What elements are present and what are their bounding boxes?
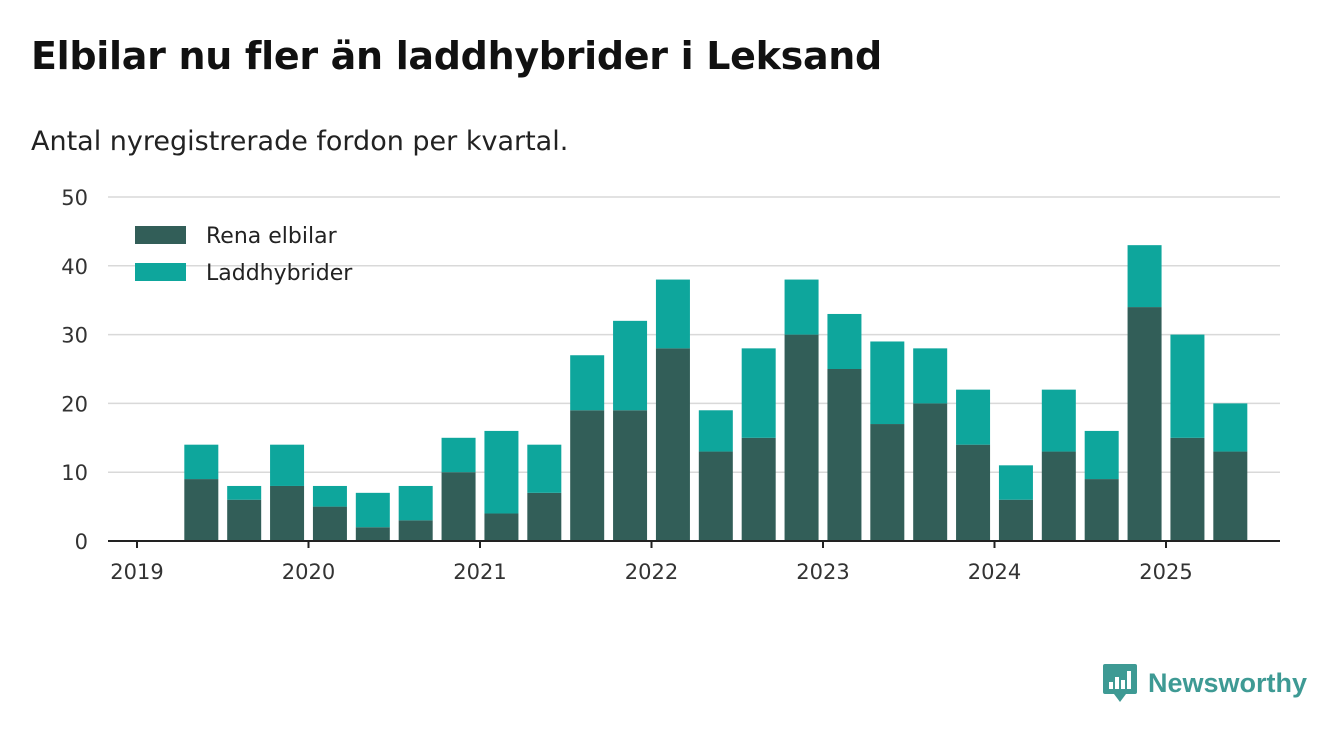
bar-laddhybrider	[1170, 334, 1205, 438]
bar-rena-elbilar	[698, 451, 733, 541]
legend-label: Laddhybrider	[206, 261, 353, 286]
x-tick-label: 2019	[110, 560, 163, 584]
bar-rena-elbilar	[398, 520, 433, 541]
bar-laddhybrider	[398, 485, 433, 521]
brand-name: Newsworthy	[1148, 667, 1308, 698]
bar-laddhybrider	[441, 437, 476, 473]
legend-swatch	[135, 263, 186, 281]
bar-laddhybrider	[784, 279, 819, 335]
bar-rena-elbilar	[913, 403, 948, 541]
bar-rena-elbilar	[998, 499, 1033, 541]
x-tick-label: 2020	[282, 560, 335, 584]
bar-rena-elbilar	[1170, 437, 1205, 541]
x-tick-label: 2023	[796, 560, 849, 584]
bar-laddhybrider	[484, 430, 519, 514]
bar-rena-elbilar	[441, 472, 476, 541]
bars	[184, 245, 1248, 541]
chart-title: Elbilar nu fler än laddhybrider i Leksan…	[31, 34, 882, 78]
bar-laddhybrider	[270, 444, 305, 486]
bar-rena-elbilar	[741, 437, 776, 541]
chart-subtitle: Antal nyregistrerade fordon per kvartal.	[31, 126, 569, 157]
y-tick-label: 20	[61, 392, 88, 416]
bar-laddhybrider	[312, 485, 347, 507]
bar-rena-elbilar	[956, 444, 991, 541]
y-tick-label: 50	[61, 186, 88, 210]
bar-laddhybrider	[1084, 430, 1119, 480]
bar-rena-elbilar	[270, 485, 305, 541]
bar-laddhybrider	[355, 492, 390, 528]
y-tick-label: 0	[75, 530, 88, 554]
y-tick-label: 40	[61, 255, 88, 279]
x-tick-label: 2022	[625, 560, 678, 584]
bar-laddhybrider	[1213, 403, 1248, 452]
bar-rena-elbilar	[527, 492, 562, 541]
newsworthy-logo-icon	[1103, 664, 1137, 702]
x-tick-label: 2024	[968, 560, 1021, 584]
bar-laddhybrider	[870, 341, 905, 425]
legend-swatch	[135, 226, 186, 244]
bar-rena-elbilar	[655, 348, 690, 541]
bar-rena-elbilar	[1041, 451, 1076, 541]
bar-laddhybrider	[613, 320, 648, 411]
bar-laddhybrider	[1041, 389, 1076, 452]
bar-rena-elbilar	[1213, 451, 1248, 541]
bar-laddhybrider	[1127, 245, 1162, 308]
bar-laddhybrider	[655, 279, 690, 349]
bar-rena-elbilar	[312, 506, 347, 541]
bar-rena-elbilar	[484, 513, 519, 541]
y-tick-label: 30	[61, 324, 88, 348]
bar-laddhybrider	[998, 465, 1033, 500]
y-axis: 0 10 20 30 40 50	[61, 186, 88, 554]
bar-rena-elbilar	[227, 499, 262, 541]
bar-rena-elbilar	[784, 334, 819, 541]
bar-rena-elbilar	[1084, 479, 1119, 541]
x-tick-label: 2021	[453, 560, 506, 584]
y-tick-label: 10	[61, 461, 88, 485]
x-tick-label: 2025	[1139, 560, 1192, 584]
bar-rena-elbilar	[570, 410, 605, 541]
bar-laddhybrider	[227, 485, 262, 500]
bar-laddhybrider	[527, 444, 562, 493]
bar-laddhybrider	[827, 313, 862, 369]
legend-label: Rena elbilar	[206, 224, 338, 249]
bar-laddhybrider	[741, 348, 776, 438]
bar-laddhybrider	[913, 348, 948, 404]
bar-rena-elbilar	[184, 479, 219, 541]
bar-laddhybrider	[956, 389, 991, 445]
bar-rena-elbilar	[827, 369, 862, 541]
bar-rena-elbilar	[870, 424, 905, 541]
x-axis: 2019 2020 2021 2022 2023 2024 2025	[108, 540, 1280, 584]
legend: Rena elbilar Laddhybrider	[135, 224, 353, 286]
bar-rena-elbilar	[355, 527, 390, 541]
brand: Newsworthy	[1102, 662, 1307, 704]
bar-laddhybrider	[184, 444, 219, 480]
bar-laddhybrider	[698, 410, 733, 452]
bar-rena-elbilar	[613, 410, 648, 541]
bar-rena-elbilar	[1127, 307, 1162, 541]
bar-laddhybrider	[570, 355, 605, 411]
